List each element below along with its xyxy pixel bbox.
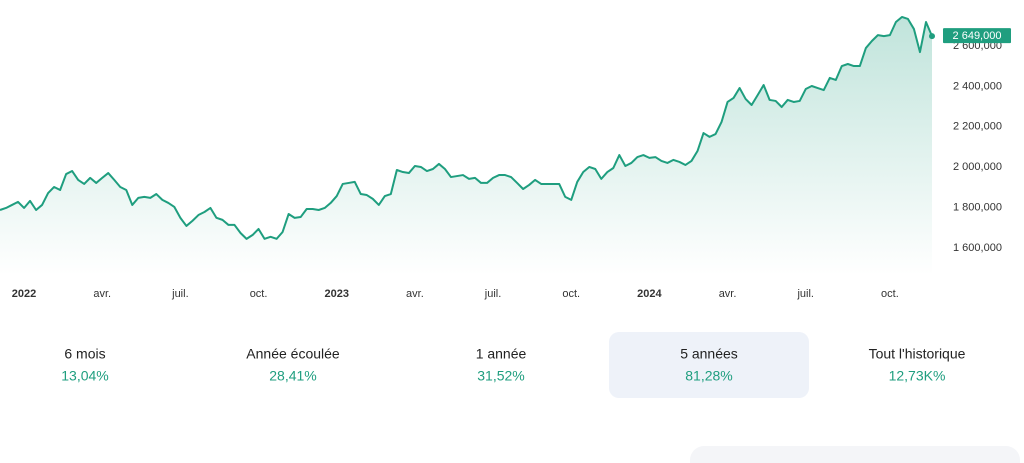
x-tick-label: avr. (406, 288, 424, 300)
end-dot (929, 33, 935, 40)
period-value: 81,28% (685, 368, 732, 384)
x-tick-label: avr. (719, 288, 737, 300)
period-label: 5 années (680, 346, 738, 362)
y-tick-label: 1 800,000 (953, 201, 1002, 213)
period-tab[interactable]: 6 mois 13,04% (61, 346, 108, 384)
period-tab[interactable]: 5 années 81,28% (609, 332, 809, 398)
x-tick-label: 2022 (12, 288, 36, 300)
period-label: Tout l'historique (869, 346, 966, 362)
period-tab[interactable]: Tout l'historique 12,73K% (869, 346, 966, 384)
x-tick-label: oct. (562, 288, 580, 300)
period-value: 13,04% (61, 368, 108, 384)
period-value: 31,52% (477, 368, 524, 384)
line (0, 15, 933, 240)
period-label: Année écoulée (246, 346, 340, 362)
period-tab[interactable]: Année écoulée 28,41% (246, 346, 340, 384)
period-value: 28,41% (269, 368, 316, 384)
x-tick-label: 2023 (324, 288, 348, 300)
x-tick-label: juil. (796, 288, 814, 300)
x-tick-label: juil. (484, 288, 502, 300)
y-tick-label: 2 000,000 (953, 161, 1002, 173)
period-value: 12,73K% (889, 368, 946, 384)
bottom-panel (690, 446, 1020, 463)
y-tick-label: 2 200,000 (953, 121, 1002, 133)
period-tab[interactable]: 1 année 31,52% (476, 346, 527, 384)
x-tick-label: 2024 (637, 288, 662, 300)
x-tick-label: oct. (250, 288, 268, 300)
period-selected-bg (609, 332, 809, 398)
x-tick-label: oct. (881, 288, 899, 300)
current-value-label: 2 649,000 (953, 30, 1002, 42)
x-tick-label: avr. (93, 288, 111, 300)
period-label: 6 mois (64, 346, 105, 362)
y-tick-label: 1 600,000 (953, 242, 1002, 254)
current-value-badge (943, 28, 1011, 44)
x-tick-label: juil. (171, 288, 189, 300)
y-tick-label: 2 400,000 (953, 80, 1002, 92)
area (0, 16, 932, 276)
period-label: 1 année (476, 346, 527, 362)
